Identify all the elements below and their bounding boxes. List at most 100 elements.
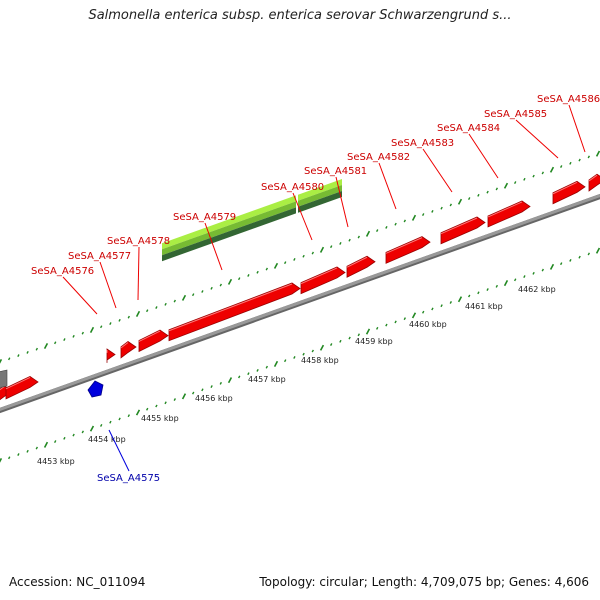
minor-tick bbox=[587, 252, 591, 256]
minor-tick bbox=[293, 258, 296, 261]
gene-label[interactable]: SeSA_A4578 bbox=[107, 236, 170, 247]
minor-tick bbox=[348, 238, 351, 242]
minor-tick bbox=[210, 385, 213, 389]
reverse-gene-marker[interactable] bbox=[87, 380, 104, 398]
gene-label[interactable]: SeSA_A4581 bbox=[304, 166, 367, 177]
minor-tick bbox=[495, 187, 499, 191]
minor-tick bbox=[17, 354, 20, 358]
minor-tick bbox=[375, 326, 379, 330]
gene-label[interactable]: SeSA_A4576 bbox=[31, 266, 94, 277]
highlight-band-light bbox=[162, 195, 296, 250]
major-tick bbox=[365, 328, 371, 335]
highlight-track bbox=[162, 179, 342, 262]
gene-arrow[interactable] bbox=[120, 340, 137, 359]
minor-tick bbox=[109, 420, 112, 424]
gene-arrow[interactable] bbox=[5, 375, 39, 400]
gene-label[interactable]: SeSA_A4575 bbox=[97, 473, 160, 484]
minor-tick bbox=[145, 407, 149, 411]
minor-tick bbox=[385, 225, 388, 229]
backbone-line bbox=[0, 193, 600, 412]
minor-tick bbox=[283, 359, 287, 363]
label-leader-line bbox=[468, 133, 499, 179]
major-tick bbox=[457, 198, 463, 205]
outer-tick-ring bbox=[0, 150, 600, 364]
minor-tick bbox=[127, 414, 131, 418]
major-tick bbox=[89, 326, 95, 333]
gene-arrow[interactable] bbox=[440, 216, 486, 245]
minor-tick bbox=[523, 177, 526, 181]
gene-label[interactable]: SeSA_A4580 bbox=[261, 182, 324, 193]
minor-tick bbox=[219, 381, 223, 385]
minor-tick bbox=[449, 203, 453, 207]
label-leader-line bbox=[568, 104, 586, 153]
gene-arrow[interactable] bbox=[138, 329, 169, 353]
minor-tick bbox=[191, 391, 195, 395]
minor-tick bbox=[247, 372, 250, 376]
gene-arrow[interactable] bbox=[168, 282, 301, 342]
gene-marker-grey[interactable] bbox=[0, 369, 8, 388]
major-tick bbox=[227, 377, 233, 384]
accession-label: Accession: NC_011094 bbox=[9, 575, 146, 589]
minor-tick bbox=[311, 251, 315, 255]
minor-tick bbox=[431, 209, 434, 213]
minor-tick bbox=[431, 307, 434, 311]
gene-label[interactable]: SeSA_A4585 bbox=[484, 109, 547, 120]
gene-label[interactable]: SeSA_A4584 bbox=[437, 123, 500, 134]
gene-label[interactable]: SeSA_A4579 bbox=[173, 212, 236, 223]
gene-label[interactable]: SeSA_A4582 bbox=[347, 152, 410, 163]
minor-tick bbox=[81, 430, 85, 434]
minor-tick bbox=[72, 334, 75, 338]
gene-arrow[interactable] bbox=[346, 255, 376, 278]
minor-tick bbox=[477, 291, 480, 295]
minor-tick bbox=[191, 293, 195, 297]
minor-tick bbox=[155, 306, 158, 309]
major-tick bbox=[411, 214, 417, 221]
minor-tick bbox=[109, 322, 112, 325]
minor-tick bbox=[467, 197, 471, 200]
minor-tick bbox=[256, 368, 259, 372]
gene-arrow[interactable] bbox=[300, 266, 346, 295]
gene-arrow-bevel bbox=[0, 386, 5, 391]
minor-tick bbox=[532, 271, 535, 275]
gene-arrow[interactable] bbox=[385, 236, 431, 264]
minor-tick bbox=[7, 456, 11, 460]
minor-tick bbox=[164, 302, 167, 306]
gene-arrow[interactable] bbox=[552, 180, 586, 205]
minor-tick bbox=[302, 352, 305, 356]
minor-tick bbox=[569, 161, 572, 165]
minor-tick bbox=[486, 190, 489, 194]
label-leader-line bbox=[108, 429, 130, 472]
minor-tick bbox=[72, 433, 75, 437]
gene-label[interactable]: SeSA_A4586 bbox=[537, 94, 600, 105]
major-tick bbox=[549, 263, 555, 270]
major-tick bbox=[595, 150, 600, 157]
major-tick bbox=[273, 262, 279, 269]
gene-label[interactable]: SeSA_A4583 bbox=[391, 138, 454, 149]
major-tick bbox=[135, 409, 141, 416]
gene-arrow-bevel bbox=[552, 181, 578, 195]
major-tick bbox=[273, 360, 279, 367]
minor-tick bbox=[99, 325, 103, 329]
minor-tick bbox=[513, 278, 517, 282]
minor-tick bbox=[63, 338, 66, 341]
scale-label: 4453 kbp bbox=[37, 457, 75, 466]
gene-label[interactable]: SeSA_A4577 bbox=[68, 251, 131, 262]
major-tick bbox=[457, 296, 463, 303]
gene-arrow[interactable] bbox=[106, 348, 116, 363]
scale-labels: 4453 kbp 4454 kbp 4455 kbp 4456 kbp 4457 kbp… bbox=[37, 285, 556, 466]
major-tick bbox=[319, 246, 325, 253]
minor-tick bbox=[357, 333, 361, 337]
highlight-band-light bbox=[298, 179, 342, 201]
minor-tick bbox=[394, 222, 397, 226]
gene-arrow[interactable] bbox=[487, 200, 531, 228]
major-tick bbox=[319, 344, 325, 351]
minor-tick bbox=[173, 398, 177, 401]
minor-tick bbox=[63, 436, 66, 440]
minor-tick bbox=[329, 245, 333, 249]
minor-tick bbox=[164, 401, 167, 405]
major-tick bbox=[503, 280, 509, 287]
major-tick bbox=[43, 441, 49, 448]
minor-tick bbox=[421, 310, 425, 314]
scale-label: 4460 kbp bbox=[409, 320, 447, 329]
